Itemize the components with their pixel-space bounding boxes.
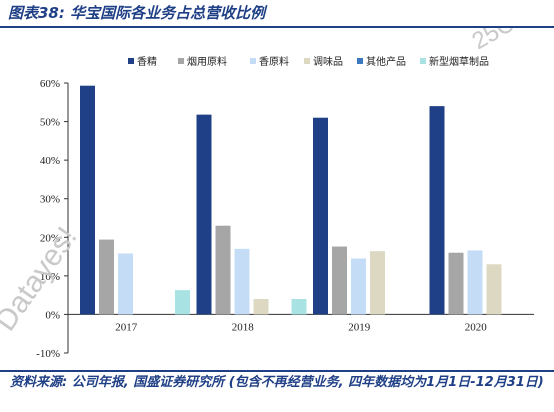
legend-label: 调味品 — [313, 56, 343, 68]
y-tick-label: -10% — [36, 348, 60, 360]
bar-2020-0 — [429, 106, 445, 315]
x-tick-label: 2020 — [465, 321, 488, 333]
legend-swatch — [178, 58, 184, 64]
legend: 香精 烟用原料 香原料 调味品 其他产品 新型烟草制品 — [128, 55, 489, 68]
legend-label: 烟用原料 — [187, 55, 227, 68]
bar-2017-5 — [175, 290, 190, 315]
x-tick-label: 2019 — [348, 321, 371, 333]
legend-swatch — [304, 58, 310, 64]
chart-axes: -10% 0% 10% 20% 30% 40% 50% 60% 2017 2018 2019 2020 — [36, 78, 534, 360]
y-tick-label: 50% — [40, 117, 60, 129]
y-tick-label: 10% — [40, 271, 60, 283]
bar-2018-0 — [196, 114, 212, 315]
x-tick-label: 2017 — [115, 321, 138, 333]
bar-2018-2 — [234, 248, 250, 315]
source-note: 资料来源: 公司年报, 国盛证券研究所 (包含不再经营业务, 四年数据均为1月1… — [10, 375, 544, 390]
bar-2018-3 — [253, 299, 269, 315]
title-divider — [0, 26, 554, 28]
legend-swatch — [357, 58, 363, 64]
legend-swatch — [128, 58, 134, 64]
bar-2019-0 — [313, 117, 328, 315]
bar-2020-3 — [486, 264, 502, 315]
figure-title: 图表38: 华宝国际各业务占总营收比例 — [8, 4, 266, 22]
legend-label: 其他产品 — [366, 55, 406, 68]
legend-swatch — [250, 58, 256, 64]
bar-2017-0 — [80, 85, 95, 315]
bar-2019-3 — [370, 251, 385, 315]
y-tick-label: 60% — [40, 78, 60, 90]
bar-2019-2 — [351, 258, 366, 315]
y-tick-label: 40% — [40, 155, 60, 167]
legend-label: 新型烟草制品 — [429, 55, 489, 68]
y-tick-label: 30% — [40, 194, 60, 206]
footer-divider — [0, 370, 554, 372]
title-bar: 图表38: 华宝国际各业务占总营收比例 — [0, 0, 554, 28]
bar-2017-1 — [99, 239, 114, 315]
legend-swatch — [420, 58, 426, 64]
legend-label: 香原料 — [259, 55, 289, 68]
bar-2020-1 — [448, 252, 464, 315]
legend-label: 香精 — [137, 55, 157, 68]
y-tick-label: 0% — [45, 309, 60, 321]
bar-chart: 香精 烟用原料 香原料 调味品 其他产品 新型烟草制品 -10% 0% 10% 20% 30% 40… — [0, 28, 543, 360]
bar-2020-2 — [467, 250, 483, 315]
x-tick-label: 2018 — [232, 321, 255, 333]
bar-2018-1 — [215, 225, 231, 315]
bar-2019-1 — [332, 246, 347, 315]
y-tick-label: 20% — [40, 232, 60, 244]
bar-2018-5 — [291, 299, 307, 315]
chart-bars — [80, 85, 502, 315]
watermark-code: 25C14 — [468, 28, 543, 55]
bar-2017-2 — [118, 253, 133, 315]
